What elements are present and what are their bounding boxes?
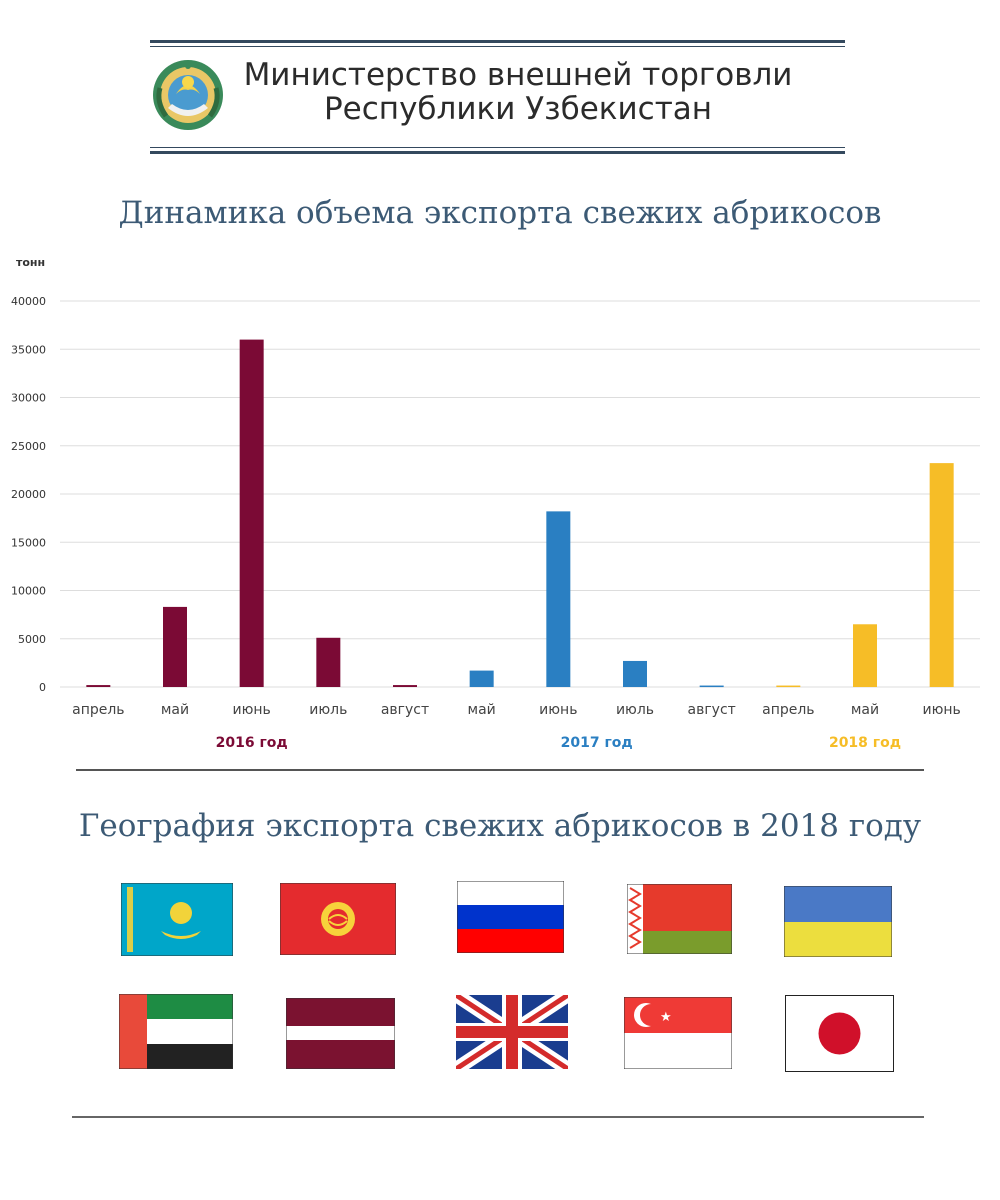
ministry-name-line1: Министерство внешней торговли (243, 57, 793, 93)
chart-title: Динамика объема экспорта свежих абрикосо… (118, 195, 882, 231)
bar (623, 660, 647, 687)
group-label: 2016 год (216, 735, 288, 751)
x-tick-label: апрель (762, 702, 814, 718)
header-rule-bottom-thick (150, 151, 845, 154)
bar (929, 463, 954, 687)
japan-flag (785, 995, 894, 1072)
x-tick-label: август (381, 702, 429, 718)
x-tick-label: май (161, 702, 189, 718)
x-tick-label: апрель (72, 702, 124, 718)
y-tick-label: 40000 (11, 295, 46, 308)
header-rule-bottom-thin (150, 147, 845, 148)
ukraine-flag (784, 886, 892, 957)
y-tick-label: 35000 (11, 343, 46, 356)
ministry-name: Министерство внешней торговли Республики… (238, 58, 798, 126)
svg-text:★: ★ (660, 1010, 672, 1025)
bar (239, 339, 264, 687)
ministry-name-line2: Республики Узбекистан (323, 91, 713, 127)
header-rule-top-thick (150, 40, 845, 43)
uk-flag (456, 995, 568, 1069)
x-tick-label: июнь (233, 702, 271, 718)
x-tick-label: июнь (539, 702, 577, 718)
bar (853, 624, 877, 687)
y-tick-label: 5000 (18, 633, 46, 646)
uae-flag (119, 994, 233, 1069)
latvia-flag (286, 998, 395, 1069)
x-tick-label: май (468, 702, 496, 718)
uzbekistan-emblem-icon (153, 60, 223, 130)
y-tick-label: 25000 (11, 440, 46, 453)
bar (86, 685, 111, 687)
bar (393, 685, 417, 687)
chart-divider (76, 769, 924, 771)
x-tick-label: июнь (923, 702, 961, 718)
bar-chart: 0 5000 10000 15000 20000 25000 30000 35000 40000… (11, 295, 980, 751)
bar (316, 637, 341, 687)
bar (469, 670, 494, 687)
belarus-flag (627, 884, 732, 954)
bar (699, 685, 724, 688)
y-tick-label: 0 (39, 681, 46, 694)
bottom-divider (72, 1116, 924, 1118)
x-tick-label: август (688, 702, 736, 718)
singapore-flag: ★ (624, 997, 732, 1069)
y-tick-label: 15000 (11, 536, 46, 549)
y-tick-label: 10000 (11, 585, 46, 598)
group-label: 2018 год (829, 735, 901, 751)
geography-title: География экспорта свежих абрикосов в 20… (78, 808, 922, 844)
group-label: 2017 год (561, 735, 633, 751)
x-tick-label: июль (616, 702, 654, 718)
kazakhstan-flag (121, 883, 233, 956)
y-axis-label: тонн (16, 256, 46, 269)
bar (163, 606, 187, 687)
header-rule-top-thin (150, 46, 845, 47)
x-tick-label: май (851, 702, 879, 718)
russia-flag (457, 881, 564, 953)
kyrgyzstan-flag (280, 883, 396, 955)
y-tick-label: 20000 (11, 488, 46, 501)
x-tick-label: июль (309, 702, 347, 718)
bar (546, 511, 571, 687)
y-tick-label: 30000 (11, 392, 46, 405)
bar (776, 685, 801, 688)
